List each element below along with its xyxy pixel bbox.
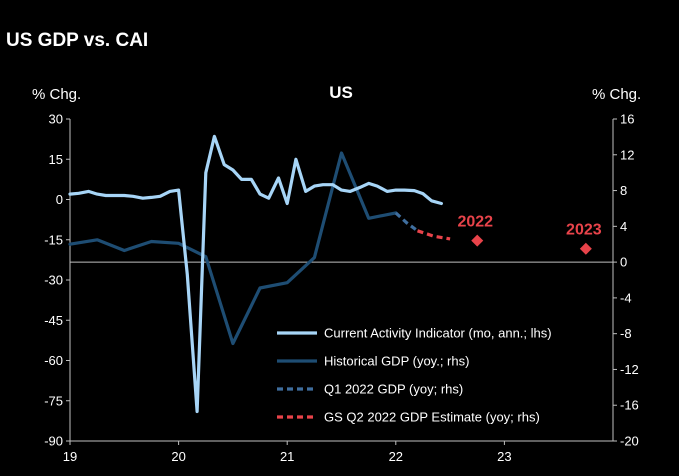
left-tick-label: -75 — [44, 393, 63, 408]
left-tick-label: -30 — [44, 273, 63, 288]
legend-label: Current Activity Indicator (mo, ann.; lh… — [324, 326, 552, 341]
forecast-label-2022: 2022 — [457, 214, 493, 231]
chart-title: US GDP vs. CAI — [6, 30, 148, 51]
right-tick-label: -20 — [620, 434, 639, 449]
right-tick-label: -16 — [620, 398, 639, 413]
left-tick-label: -60 — [44, 353, 63, 368]
historical-gdp-line — [68, 151, 398, 346]
series-lines — [68, 134, 451, 414]
legend-label: GS Q2 2022 GDP Estimate (yoy; rhs) — [324, 410, 540, 425]
left-axis-label: % Chg. — [32, 86, 81, 103]
chart-subtitle: US — [329, 83, 353, 102]
right-tick-label: -12 — [620, 362, 639, 377]
q1-2022-gdp-line — [394, 211, 419, 233]
forecast-marker-2023 — [579, 242, 592, 255]
right-axis-label: % Chg. — [592, 86, 641, 103]
left-tick-label: 30 — [49, 112, 63, 127]
x-tick-label: 21 — [280, 449, 294, 464]
axes — [66, 118, 617, 445]
forecast-marker-2022 — [471, 234, 484, 247]
legend: Current Activity Indicator (mo, ann.; lh… — [277, 326, 552, 425]
left-tick-label: 15 — [49, 152, 63, 167]
x-tick-label: 19 — [63, 449, 77, 464]
left-tick-label: 0 — [56, 192, 63, 207]
left-tick-label: -45 — [44, 313, 63, 328]
left-tick-label: -90 — [44, 434, 63, 449]
legend-label: Q1 2022 GDP (yoy; rhs) — [324, 382, 463, 397]
right-tick-label: -4 — [620, 290, 632, 305]
left-tick-label: -15 — [44, 232, 63, 247]
annotations: 2022 2023 — [457, 214, 602, 255]
current-activity-indicator-line — [68, 134, 443, 414]
right-tick-label: 16 — [620, 112, 634, 127]
gs-q2-2022-estimate-line — [416, 229, 451, 241]
right-tick-label: 12 — [620, 147, 634, 162]
x-tick-label: 22 — [389, 449, 403, 464]
right-tick-label: 8 — [620, 183, 627, 198]
tick-labels: 30 15 0 -15 -30 -45 -60 -75 -90 16 12 8 4 0 -4 -8 -12 -16… — [44, 112, 639, 465]
x-tick-label: 20 — [171, 449, 185, 464]
legend-label: Historical GDP (yoy.; rhs) — [324, 354, 469, 369]
forecast-label-2023: 2023 — [566, 222, 602, 239]
right-tick-label: 4 — [620, 219, 627, 234]
right-tick-label: 0 — [620, 255, 627, 270]
x-tick-label: 23 — [497, 449, 511, 464]
right-tick-label: -8 — [620, 326, 632, 341]
